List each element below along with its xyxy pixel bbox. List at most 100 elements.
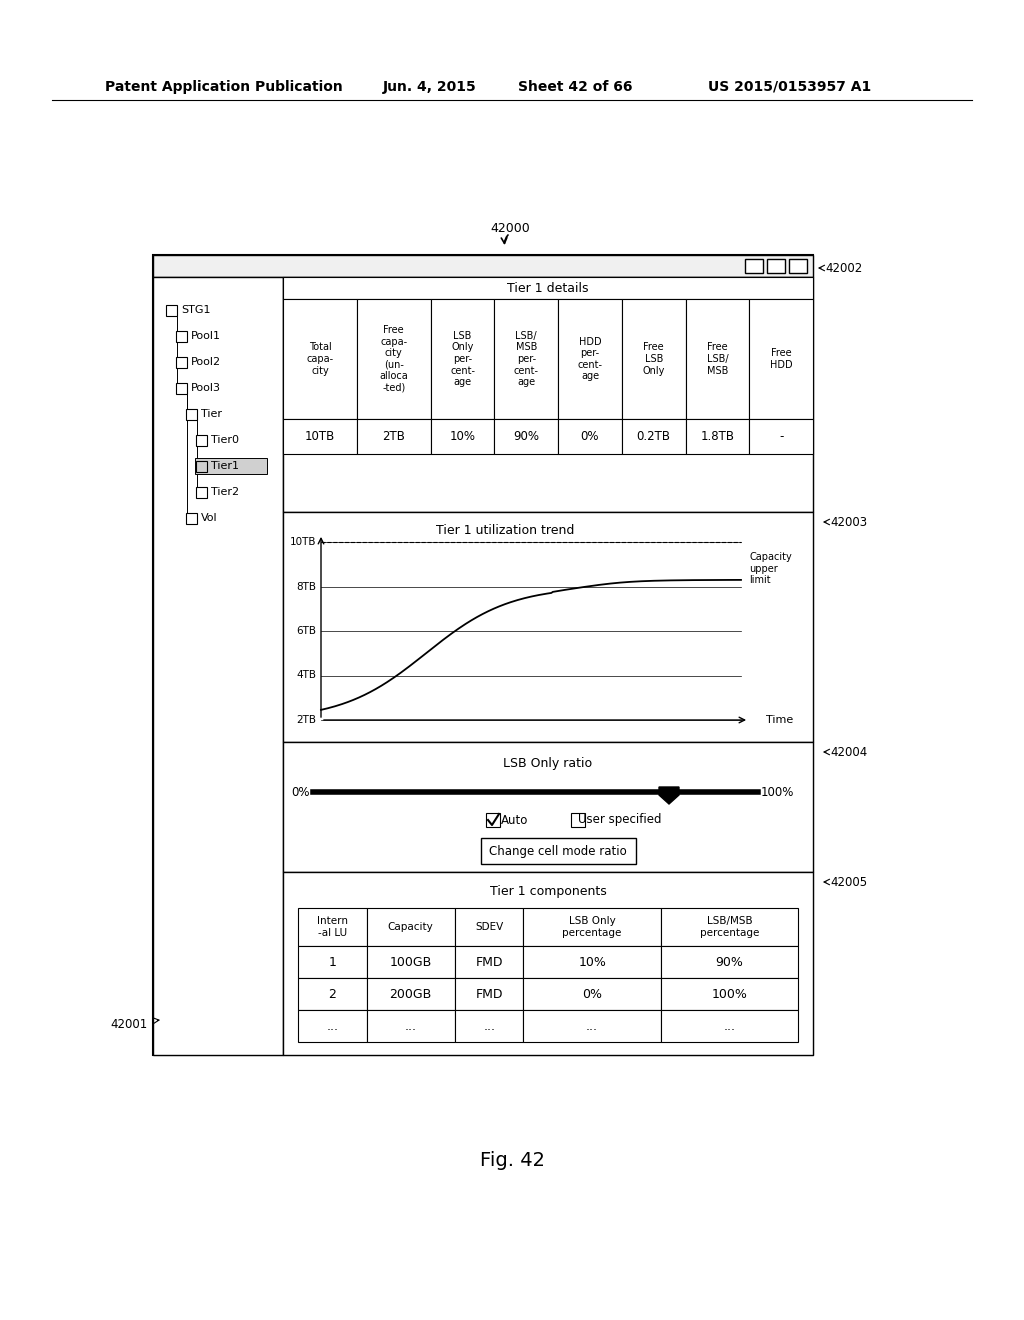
Text: 10TB: 10TB <box>290 537 316 546</box>
Bar <box>486 813 500 828</box>
Text: 100%: 100% <box>712 987 748 1001</box>
Bar <box>750 300 813 418</box>
Bar <box>660 946 798 978</box>
Bar <box>558 418 622 454</box>
Text: Patent Application Publication: Patent Application Publication <box>105 81 343 94</box>
Bar <box>367 978 455 1010</box>
Text: 0%: 0% <box>581 430 599 444</box>
Bar <box>298 978 367 1010</box>
Text: LSB/MSB
percentage: LSB/MSB percentage <box>699 916 759 937</box>
Text: 0.2TB: 0.2TB <box>637 430 671 444</box>
Text: Tier 1 utilization trend: Tier 1 utilization trend <box>436 524 574 536</box>
Bar <box>283 873 813 1055</box>
Bar <box>431 418 495 454</box>
Bar <box>153 255 813 277</box>
Text: ...: ... <box>404 1019 417 1032</box>
Text: Capacity: Capacity <box>388 921 433 932</box>
Bar <box>283 418 356 454</box>
Bar <box>356 418 431 454</box>
Text: 90%: 90% <box>716 956 743 969</box>
Bar <box>153 255 813 1055</box>
Text: 42002: 42002 <box>825 261 862 275</box>
Text: 100%: 100% <box>761 785 795 799</box>
Bar <box>283 277 813 512</box>
Text: 42000: 42000 <box>490 222 529 235</box>
Text: Free
LSB/
MSB: Free LSB/ MSB <box>707 342 728 376</box>
Bar <box>523 946 660 978</box>
Text: 42001: 42001 <box>111 1019 148 1031</box>
Text: 0%: 0% <box>582 987 602 1001</box>
Text: Change cell mode ratio: Change cell mode ratio <box>489 845 627 858</box>
Bar <box>196 487 207 498</box>
Text: Tier: Tier <box>201 409 222 418</box>
Bar <box>455 1010 523 1041</box>
Polygon shape <box>659 787 679 804</box>
Text: 4TB: 4TB <box>296 671 316 681</box>
Bar <box>523 908 660 946</box>
Text: Vol: Vol <box>201 513 218 523</box>
Bar <box>166 305 177 315</box>
Text: SDEV: SDEV <box>475 921 504 932</box>
Bar <box>176 383 187 393</box>
Text: 200GB: 200GB <box>389 987 432 1001</box>
Text: Free
LSB
Only: Free LSB Only <box>642 342 665 376</box>
Text: 2TB: 2TB <box>296 715 316 725</box>
Text: LSB Only ratio: LSB Only ratio <box>504 758 593 771</box>
Text: 10TB: 10TB <box>305 430 335 444</box>
Text: LSB
Only
per-
cent-
age: LSB Only per- cent- age <box>450 331 475 387</box>
Text: LSB Only
percentage: LSB Only percentage <box>562 916 622 937</box>
Bar <box>298 946 367 978</box>
Text: Auto: Auto <box>502 813 528 826</box>
Bar <box>660 978 798 1010</box>
Text: 1: 1 <box>329 956 336 969</box>
Text: Sheet 42 of 66: Sheet 42 of 66 <box>518 81 632 94</box>
Text: 42003: 42003 <box>830 516 867 528</box>
Bar <box>495 300 558 418</box>
Text: HDD
per-
cent-
age: HDD per- cent- age <box>578 337 602 381</box>
Text: Jun. 4, 2015: Jun. 4, 2015 <box>383 81 477 94</box>
Bar <box>431 300 495 418</box>
Bar <box>660 1010 798 1041</box>
Bar <box>196 461 207 473</box>
Text: Tier 1 components: Tier 1 components <box>489 886 606 899</box>
Text: Tier 1 details: Tier 1 details <box>507 281 589 294</box>
Bar <box>480 838 636 865</box>
Bar <box>298 1010 367 1041</box>
Text: 8TB: 8TB <box>296 582 316 591</box>
Bar <box>186 513 197 524</box>
Bar <box>767 259 785 273</box>
Bar <box>367 946 455 978</box>
Bar <box>153 277 283 1055</box>
Bar <box>523 1010 660 1041</box>
Bar <box>176 331 187 342</box>
Bar <box>196 436 207 446</box>
Text: FMD: FMD <box>475 956 503 969</box>
Text: Pool2: Pool2 <box>191 356 221 367</box>
Text: Time: Time <box>766 715 794 725</box>
Text: 10%: 10% <box>579 956 606 969</box>
Bar <box>283 300 356 418</box>
Bar <box>176 356 187 368</box>
Bar <box>523 978 660 1010</box>
Text: 6TB: 6TB <box>296 626 316 636</box>
Bar <box>283 742 813 873</box>
Bar <box>186 409 197 420</box>
Text: LSB/
MSB
per-
cent-
age: LSB/ MSB per- cent- age <box>514 331 539 387</box>
Bar <box>367 1010 455 1041</box>
Text: 42005: 42005 <box>830 875 867 888</box>
Text: Pool1: Pool1 <box>191 331 221 341</box>
Text: US 2015/0153957 A1: US 2015/0153957 A1 <box>709 81 871 94</box>
Text: Tier0: Tier0 <box>211 436 239 445</box>
Bar <box>660 908 798 946</box>
Text: 2TB: 2TB <box>382 430 406 444</box>
Text: Fig. 42: Fig. 42 <box>479 1151 545 1170</box>
Bar <box>495 418 558 454</box>
Text: User specified: User specified <box>579 813 662 826</box>
Bar <box>558 300 622 418</box>
Bar <box>571 813 585 828</box>
Text: Pool3: Pool3 <box>191 383 221 393</box>
Text: 10%: 10% <box>450 430 475 444</box>
Text: 1.8TB: 1.8TB <box>700 430 734 444</box>
Text: 2: 2 <box>329 987 336 1001</box>
Text: 0%: 0% <box>292 785 310 799</box>
